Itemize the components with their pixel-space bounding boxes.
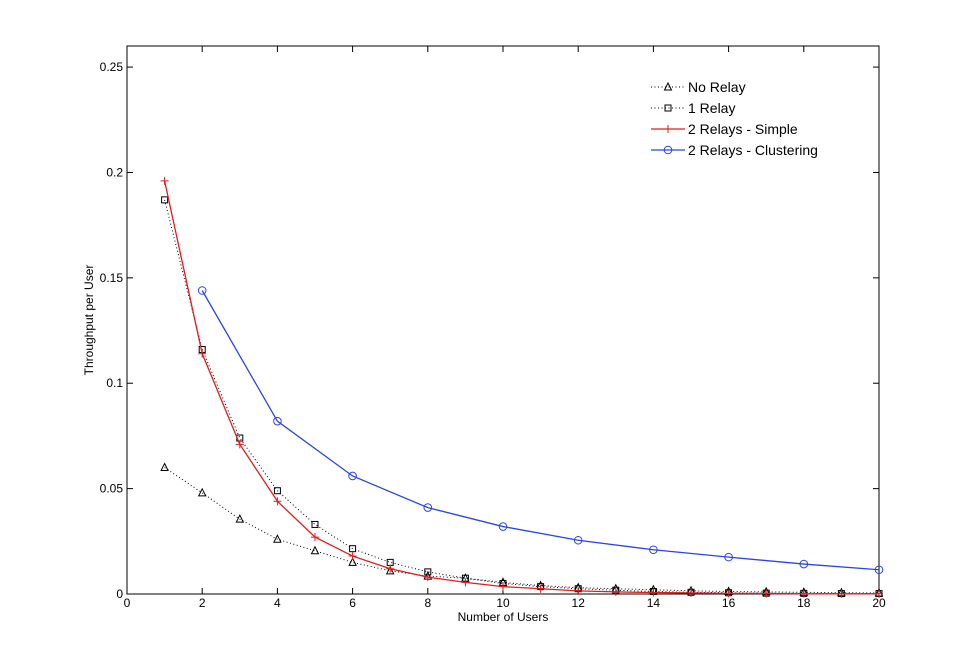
data-point — [348, 552, 357, 561]
x-tick-label: 16 — [722, 596, 736, 610]
data-point — [386, 558, 394, 566]
x-tick-label: 12 — [572, 596, 586, 610]
data-point — [724, 589, 733, 598]
series-1 — [161, 196, 883, 598]
data-point — [197, 487, 207, 497]
data-point — [385, 565, 395, 575]
data-point — [161, 196, 169, 204]
data-point — [837, 589, 846, 598]
data-point — [762, 589, 771, 598]
y-tick-label: 0.2 — [106, 165, 123, 179]
series-line — [164, 467, 880, 594]
data-point — [649, 545, 658, 555]
legend-label: 2 Relays - Clustering — [688, 142, 818, 158]
data-point — [160, 176, 169, 185]
data-point — [423, 503, 433, 512]
data-point — [273, 487, 281, 495]
legend-item: 2 Relays - Simple — [651, 121, 798, 137]
x-axis-label: Number of Users — [458, 610, 549, 624]
legend-marker — [664, 104, 672, 112]
legend-item: 1 Relay — [651, 100, 735, 116]
data-point — [386, 564, 395, 573]
data-point — [273, 534, 282, 543]
series-2 — [160, 176, 883, 598]
x-tick-label: 2 — [199, 596, 206, 610]
legend-marker — [663, 145, 673, 155]
data-point — [461, 578, 470, 587]
y-axis-label: Throughput per User — [82, 265, 96, 376]
legend-label: 1 Relay — [688, 100, 735, 116]
data-point — [311, 520, 319, 528]
data-point — [348, 557, 357, 566]
data-point — [423, 573, 432, 582]
data-point — [348, 471, 357, 481]
data-point — [235, 514, 245, 523]
ticks-layer: 0 2 4 6 8 10 12 14 16 18 20 0 0.05 0.1 0.15 0.2 0.25 — [100, 46, 886, 610]
x-tick-label: 8 — [424, 596, 431, 610]
y-tick-label: 0.15 — [100, 271, 124, 285]
data-point — [311, 533, 319, 542]
data-point — [799, 559, 809, 569]
data-point — [799, 589, 808, 598]
legend-item: No Relay — [651, 79, 746, 95]
y-tick-label: 0.25 — [100, 60, 124, 74]
data-point — [349, 545, 357, 553]
x-tick-label: 0 — [124, 596, 131, 610]
data-point — [649, 588, 658, 597]
data-point — [573, 535, 583, 545]
data-point — [874, 565, 884, 575]
legend-marker — [664, 125, 672, 133]
legend-label: 2 Relays - Simple — [688, 121, 798, 137]
data-point — [536, 584, 545, 593]
data-point — [160, 462, 169, 472]
series-line — [201, 290, 880, 571]
data-point — [498, 522, 508, 531]
data-point — [687, 588, 695, 597]
x-tick-label: 4 — [274, 596, 281, 610]
legend-item: 2 Relays - Clustering — [651, 142, 818, 158]
data-point — [499, 582, 507, 591]
legend: No Relay 1 Relay 2 Relays - Simple 2 Relays… — [651, 79, 818, 158]
series-line — [164, 199, 879, 595]
y-tick-label: 0 — [116, 587, 123, 601]
data-point — [724, 552, 733, 562]
data-point — [574, 586, 583, 595]
data-point — [273, 416, 282, 426]
x-tick-label: 20 — [872, 596, 886, 610]
data-point — [197, 286, 207, 295]
data-point — [235, 440, 244, 449]
y-tick-label: 0.05 — [100, 482, 124, 496]
data-point — [875, 589, 883, 598]
x-tick-label: 18 — [797, 596, 811, 610]
data-point — [310, 545, 320, 555]
y-tick-label: 0.1 — [106, 376, 123, 390]
data-point — [198, 349, 207, 358]
legend-label: No Relay — [688, 79, 746, 95]
data-point — [611, 587, 620, 596]
data-point — [273, 497, 282, 506]
series-layer — [160, 176, 884, 598]
x-tick-label: 14 — [647, 596, 661, 610]
series-line — [163, 180, 879, 595]
series-3 — [197, 286, 884, 575]
x-tick-label: 6 — [349, 596, 356, 610]
legend-marker — [663, 81, 673, 91]
x-tick-label: 10 — [496, 596, 510, 610]
